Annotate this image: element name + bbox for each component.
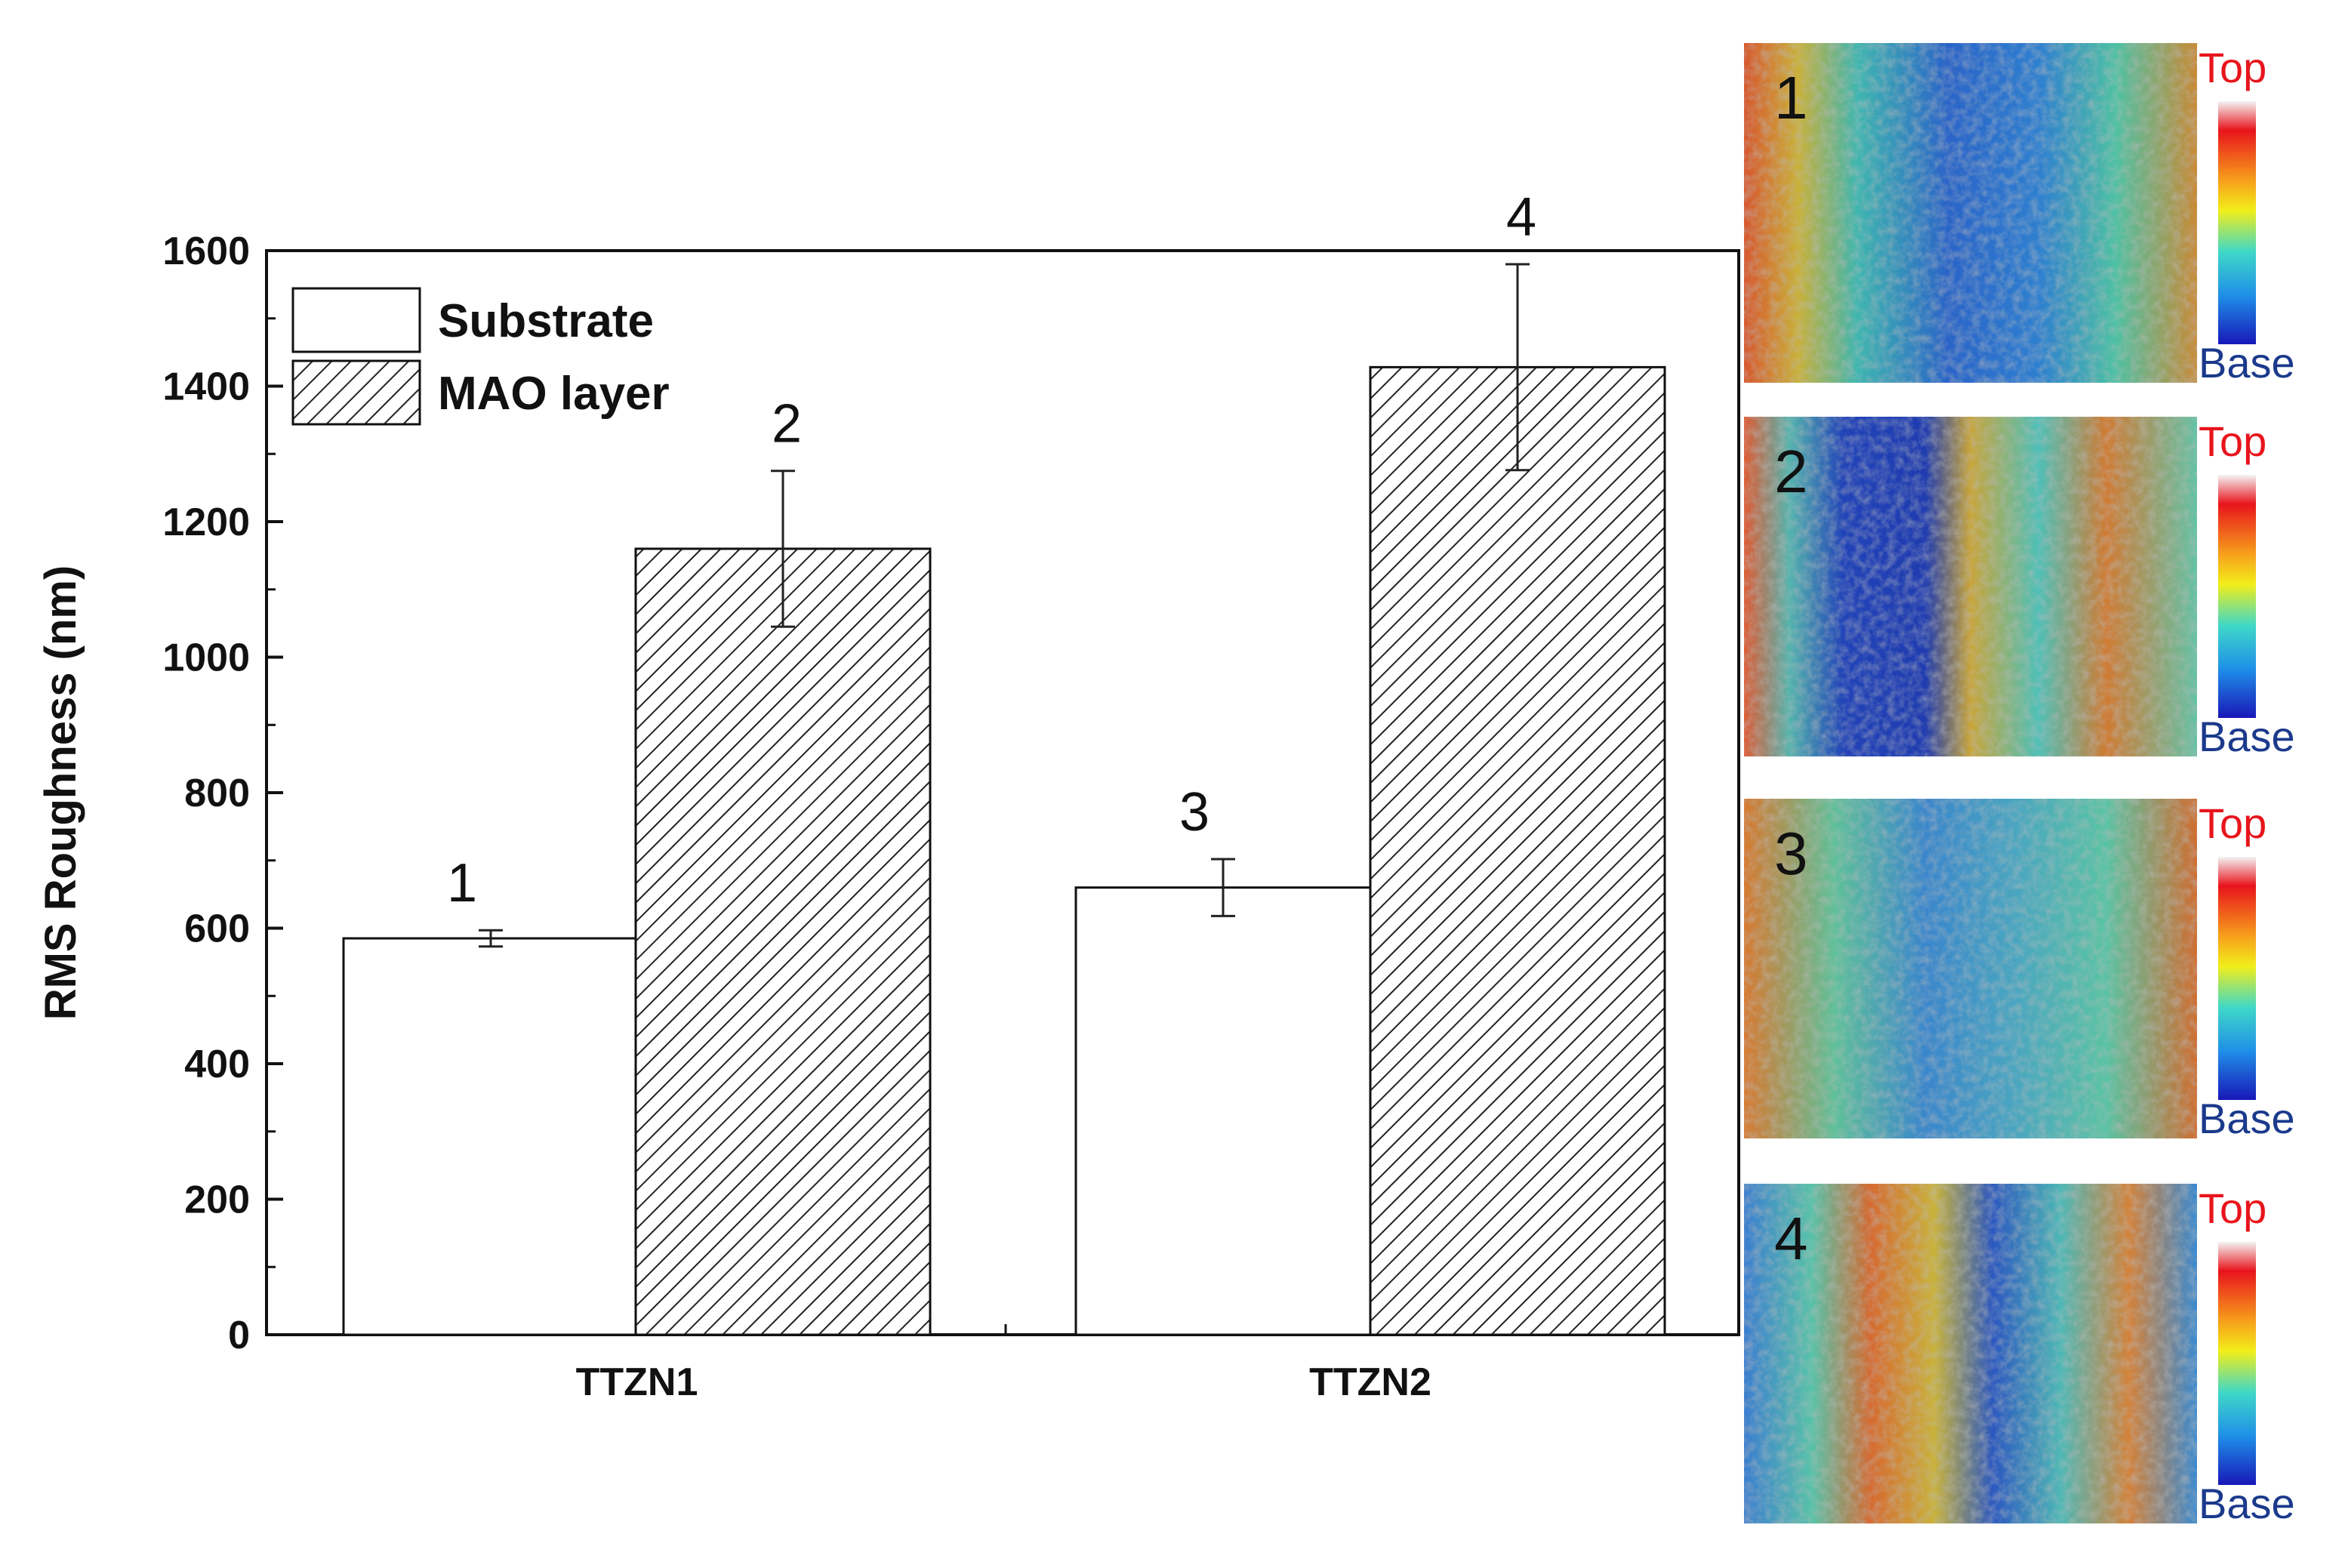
bar-ttzn2-substrate: [1074, 886, 1372, 1336]
bar-number-labels: 1 2 3 4: [447, 187, 1536, 913]
y-tick-label: 800: [184, 772, 250, 815]
bar-number-label: 1: [447, 853, 477, 913]
panel-number-label: 4: [1774, 1205, 1808, 1272]
panel-number-label: 3: [1774, 820, 1808, 887]
panel-number-label: 2: [1774, 438, 1808, 505]
roughness-map-texture: [1744, 1184, 2197, 1523]
colorbar: [2218, 101, 2256, 344]
roughness-map-texture: [1744, 799, 2197, 1138]
legend: Substrate MAO layer: [291, 287, 670, 426]
roughness-map-texture: [1744, 43, 2197, 383]
colorbar-base-label: Base: [2199, 1480, 2295, 1527]
colorbar-base-label: Base: [2199, 713, 2295, 760]
bar-chart: 0 200 400 600 800 1000 1200 1400 1600 1 2 3 4 TTZN1…: [36, 187, 1740, 1404]
y-tick-label: 1600: [162, 230, 250, 273]
colorbar: [2218, 475, 2256, 718]
bar-number-label: 2: [772, 394, 802, 454]
colorbar-top-label: Top: [2199, 417, 2266, 465]
colorbar-base-label: Base: [2199, 1095, 2295, 1142]
colorbar-top-label: Top: [2199, 799, 2266, 847]
roughness-map-1: 1 Top Base: [1744, 43, 2295, 387]
bar-ttzn1-substrate: [342, 937, 639, 1336]
panel-number-label: 1: [1774, 64, 1808, 131]
colorbar-top-label: Top: [2199, 1184, 2266, 1232]
y-axis-ticks: 0 200 400 600 800 1000 1200 1400 1600: [162, 230, 283, 1357]
legend-swatch-substrate: [291, 287, 421, 353]
bar-number-label: 4: [1506, 187, 1536, 248]
colorbar-top-label: Top: [2199, 44, 2266, 91]
roughness-map-panels: 1 Top Base 2 Top Base 3 Top Base 4 Top Base: [1744, 43, 2295, 1527]
y-tick-label: 1400: [162, 365, 250, 409]
y-tick-label: 200: [184, 1178, 250, 1222]
legend-label-substrate: Substrate: [438, 295, 654, 347]
legend-swatch-mao-layer: [291, 359, 421, 426]
bar-ttzn2-mao-layer: [1369, 365, 1666, 1336]
y-tick-label: 400: [184, 1043, 250, 1086]
y-tick-label: 1000: [162, 636, 250, 680]
y-axis-title: RMS Roughness (nm): [36, 565, 85, 1021]
legend-label-mao-layer: MAO layer: [438, 368, 670, 420]
roughness-map-texture: [1744, 417, 2197, 756]
y-tick-label: 1200: [162, 501, 250, 544]
bar-number-label: 3: [1179, 782, 1209, 843]
bars: [342, 365, 1666, 1336]
bar-ttzn1-mao-layer: [634, 547, 932, 1336]
y-tick-label: 600: [184, 907, 250, 951]
roughness-map-4: 4 Top Base: [1744, 1184, 2295, 1527]
error-bars: [479, 263, 1530, 948]
roughness-map-3: 3 Top Base: [1744, 799, 2295, 1142]
x-tick-label: TTZN1: [576, 1360, 698, 1404]
colorbar-base-label: Base: [2199, 339, 2295, 387]
x-axis-tick-labels: TTZN1 TTZN2: [576, 1324, 1431, 1404]
x-tick-label: TTZN2: [1309, 1360, 1431, 1404]
roughness-map-2: 2 Top Base: [1744, 417, 2295, 760]
y-tick-label: 0: [228, 1314, 250, 1357]
colorbar: [2218, 1242, 2256, 1485]
colorbar: [2218, 857, 2256, 1100]
